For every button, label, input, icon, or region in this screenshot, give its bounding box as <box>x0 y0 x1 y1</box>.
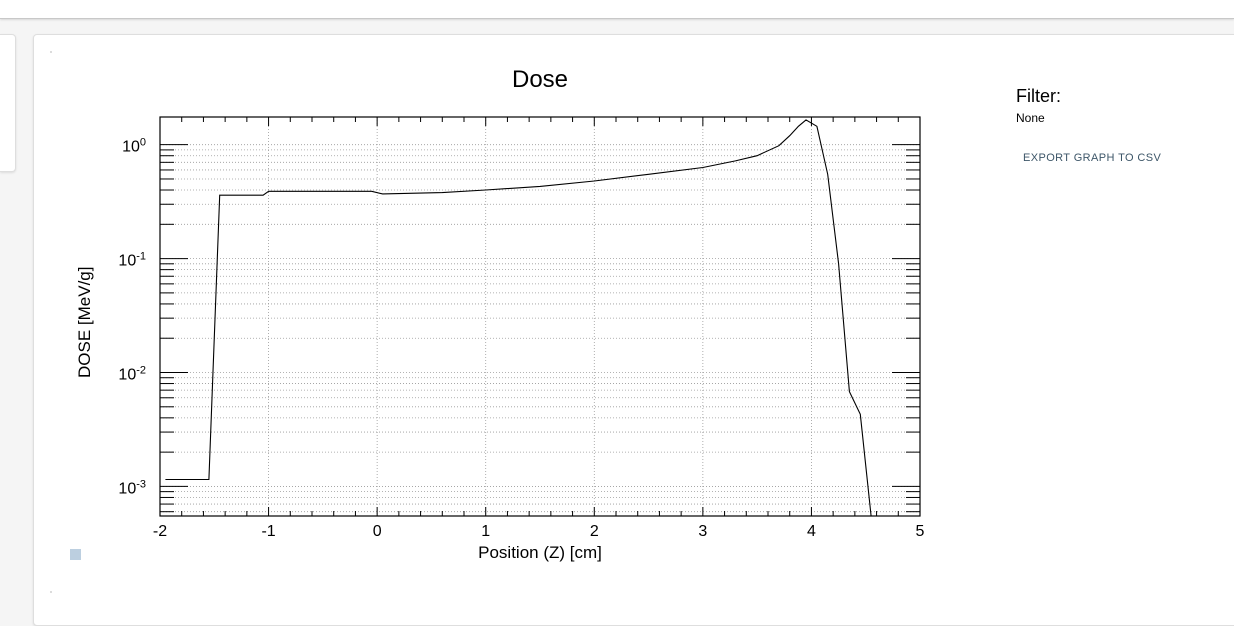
x-tick-label: 1 <box>481 523 490 540</box>
series-line-dose <box>165 119 872 516</box>
x-axis-label: Position (Z) [cm] <box>478 543 602 562</box>
chart-title: Dose <box>511 66 569 93</box>
export-csv-button[interactable]: EXPORT GRAPH TO CSV <box>1015 150 1169 166</box>
side-panel <box>0 34 16 172</box>
x-tick-label: 4 <box>807 523 816 540</box>
y-tick-label: 10-2 <box>118 365 146 384</box>
x-tick-label: -1 <box>261 523 275 540</box>
x-tick-label: 5 <box>916 523 925 540</box>
card-corner-dot <box>50 591 52 593</box>
y-tick-label: 100 <box>122 137 146 156</box>
chart-card <box>33 34 1234 626</box>
filter-title: Filter: <box>1016 86 1061 106</box>
x-tick-label: 3 <box>698 523 707 540</box>
y-axis-label: DOSE [MeV/g] <box>75 266 94 378</box>
top-app-bar <box>0 0 1234 19</box>
dose-chart: -2 -1 0 1 2 3 4 5 10-3 10-2 10-1 100 <box>118 116 925 540</box>
y-tick-label: 10-3 <box>118 478 146 497</box>
x-tick-label: -2 <box>153 523 167 540</box>
x-tick-label: 0 <box>373 523 382 540</box>
y-tick-label: 10-1 <box>118 251 146 270</box>
plot-frame <box>159 116 921 517</box>
card-corner-dot <box>50 51 52 53</box>
x-tick-label: 2 <box>590 523 599 540</box>
filter-value: None <box>1016 111 1045 125</box>
legend-swatch[interactable] <box>70 549 81 560</box>
